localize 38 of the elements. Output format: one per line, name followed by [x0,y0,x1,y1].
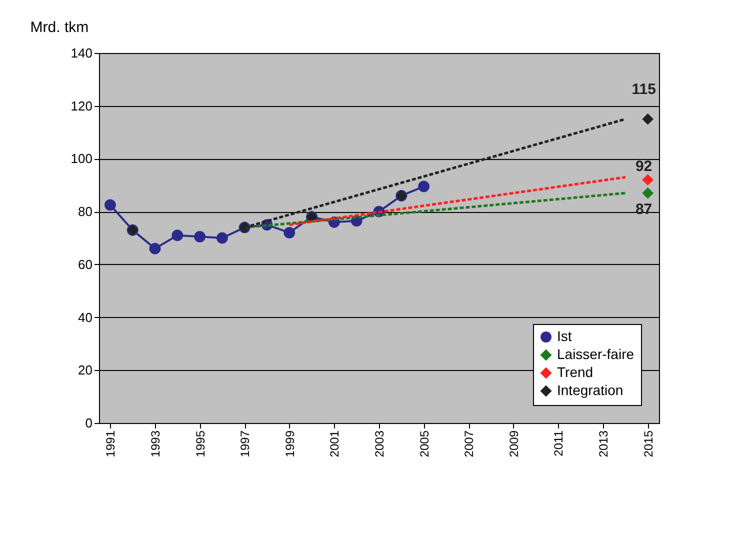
point [216,232,228,244]
point [149,242,161,254]
x-tick-label: 2011 [552,430,566,456]
x-tick-label: 2013 [596,430,610,458]
y-tick-label: 40 [78,310,92,325]
point [642,113,654,125]
legend-label: Laisser-faire [557,346,634,362]
x-tick-label: 2003 [372,430,386,458]
y-tick-label: 60 [78,256,92,272]
point [642,187,654,199]
y-tick-label: 100 [70,151,92,166]
x-tick-label: 2001 [328,430,342,458]
x-tick-label: 1993 [148,430,162,458]
y-tick-label: 80 [78,204,92,220]
y-tick-label: 140 [70,46,92,60]
point [418,180,430,192]
x-tick-label: 1995 [193,430,208,458]
y-axis-title: Mrd. tkm [30,19,89,36]
x-tick-label: 2015 [641,430,656,458]
legend-label: Integration [557,382,624,398]
x-tick-label: 2007 [462,430,476,458]
point [642,174,654,186]
data-label: 115 [632,81,656,98]
point [104,199,116,211]
y-tick-label: 120 [70,98,92,114]
legend-label: Trend [557,364,594,380]
point [284,227,296,238]
x-tick-label: 1991 [104,430,118,458]
y-tick-label: 0 [85,416,92,430]
data-label: 92 [635,158,652,175]
x-tick-label: 1997 [238,430,252,458]
legend-label: Ist [557,328,572,344]
point [194,230,206,242]
x-tick-label: 1999 [282,430,297,458]
x-tick-label: 2005 [417,430,432,458]
y-tick-label: 20 [78,362,92,378]
point [172,230,184,242]
x-tick-label: 2009 [506,430,521,458]
